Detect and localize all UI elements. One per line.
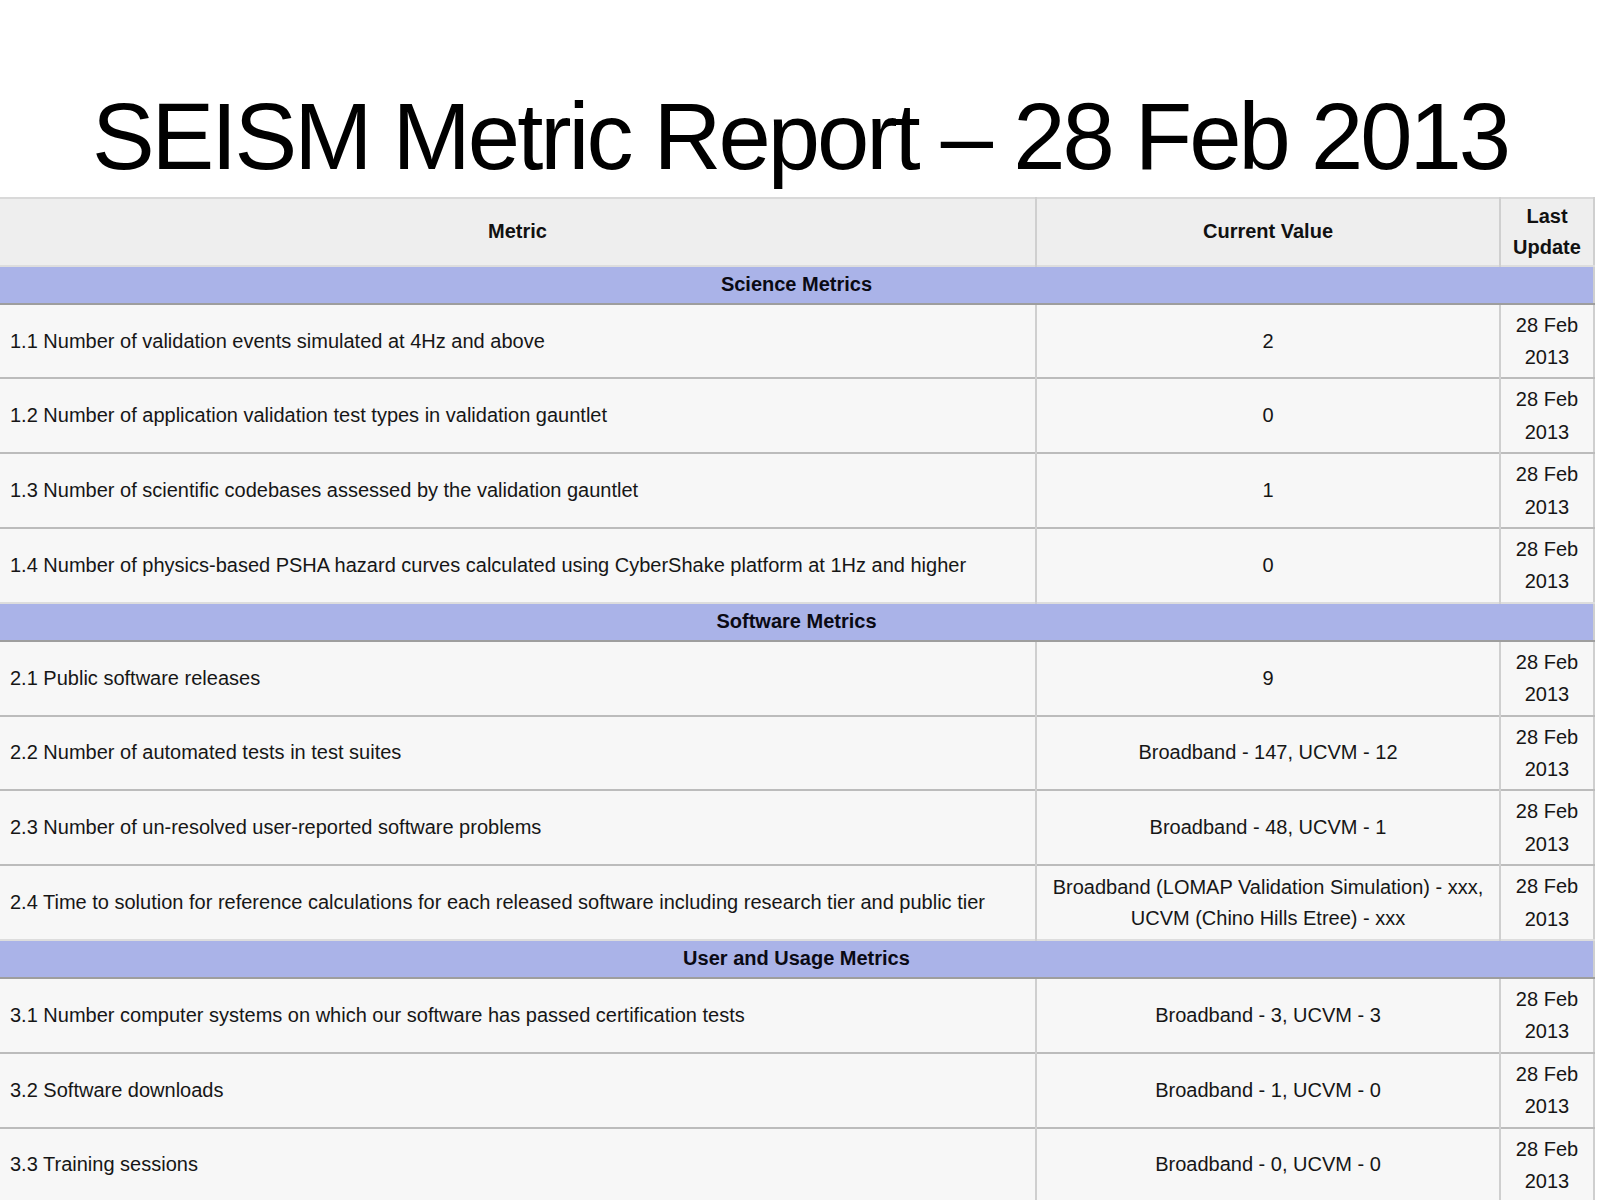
metric-text: 3.1 Number computer systems on which our…: [10, 1004, 745, 1026]
table-row: 1.3 Number of scientific codebases asses…: [0, 453, 1594, 528]
last-update-cell: 28 Feb 2013: [1500, 865, 1594, 940]
metric-text: 2.3 Number of un-resolved user-reported …: [10, 816, 541, 838]
section-header: User and Usage Metrics: [0, 940, 1594, 978]
current-value-cell: 0: [1036, 528, 1500, 603]
col-header-last-update: Last Update: [1500, 198, 1594, 266]
table-row: 1.1 Number of validation events simulate…: [0, 304, 1594, 379]
metric-cell: 1.4 Number of physics-based PSHA hazard …: [0, 528, 1036, 603]
metric-text: 1.2 Number of application validation tes…: [10, 404, 607, 426]
current-value-cell: Broadband - 147, UCVM - 12: [1036, 716, 1500, 791]
section-header-row: User and Usage Metrics: [0, 940, 1594, 978]
metric-text: 1.4 Number of physics-based PSHA hazard …: [10, 554, 966, 576]
current-value-cell: Broadband - 48, UCVM - 1: [1036, 790, 1500, 865]
section-header-row: Science Metrics: [0, 266, 1594, 304]
table-body: Science Metrics 1.1 Number of validation …: [0, 266, 1594, 1200]
metric-text: 2.4 Time to solution for reference calcu…: [10, 891, 985, 913]
table-row: 3.2 Software downloads Broadband - 1, UCV…: [0, 1053, 1594, 1128]
table-row: 1.4 Number of physics-based PSHA hazard …: [0, 528, 1594, 603]
col-header-metric: Metric: [0, 198, 1036, 266]
last-update-cell: 28 Feb 2013: [1500, 978, 1594, 1053]
metric-text: 3.2 Software downloads: [10, 1079, 223, 1101]
section-header: Software Metrics: [0, 603, 1594, 641]
metric-text: 1.1 Number of validation events simulate…: [10, 330, 545, 352]
current-value-cell: Broadband (LOMAP Validation Simulation) …: [1036, 865, 1500, 940]
metric-text: 3.3 Training sessions: [10, 1153, 198, 1175]
section-header: Science Metrics: [0, 266, 1594, 304]
metric-cell: 3.2 Software downloads: [0, 1053, 1036, 1128]
metric-cell: 1.1 Number of validation events simulate…: [0, 304, 1036, 379]
last-update-cell: 28 Feb 2013: [1500, 716, 1594, 791]
current-value-cell: Broadband - 3, UCVM - 3: [1036, 978, 1500, 1053]
current-value-cell: 9: [1036, 641, 1500, 716]
last-update-cell: 28 Feb 2013: [1500, 528, 1594, 603]
last-update-cell: 28 Feb 2013: [1500, 790, 1594, 865]
metrics-table: Metric Current Value Last Update Science…: [0, 197, 1595, 1200]
metric-cell: 2.2 Number of automated tests in test su…: [0, 716, 1036, 791]
last-update-cell: 28 Feb 2013: [1500, 1053, 1594, 1128]
col-header-current-value: Current Value: [1036, 198, 1500, 266]
last-update-cell: 28 Feb 2013: [1500, 304, 1594, 379]
last-update-cell: 28 Feb 2013: [1500, 641, 1594, 716]
current-value-cell: 1: [1036, 453, 1500, 528]
page-title: SEISM Metric Report – 28 Feb 2013: [0, 0, 1600, 197]
metric-cell: 1.2 Number of application validation tes…: [0, 378, 1036, 453]
table-row: 2.2 Number of automated tests in test su…: [0, 716, 1594, 791]
table-row: 1.2 Number of application validation tes…: [0, 378, 1594, 453]
last-update-cell: 28 Feb 2013: [1500, 453, 1594, 528]
metric-cell: 2.3 Number of un-resolved user-reported …: [0, 790, 1036, 865]
last-update-cell: 28 Feb 2013: [1500, 1128, 1594, 1200]
table-row: 3.3 Training sessions Broadband - 0, UCVM…: [0, 1128, 1594, 1200]
last-update-cell: 28 Feb 2013: [1500, 378, 1594, 453]
current-value-cell: Broadband - 1, UCVM - 0: [1036, 1053, 1500, 1128]
table-row: 2.4 Time to solution for reference calcu…: [0, 865, 1594, 940]
metric-cell: 1.3 Number of scientific codebases asses…: [0, 453, 1036, 528]
slide: SEISM Metric Report – 28 Feb 2013 Metric…: [0, 0, 1600, 1200]
current-value-cell: Broadband - 0, UCVM - 0: [1036, 1128, 1500, 1200]
section-header-row: Software Metrics: [0, 603, 1594, 641]
metric-text: 1.3 Number of scientific codebases asses…: [10, 479, 638, 501]
metric-cell: 2.1 Public software releases: [0, 641, 1036, 716]
metric-cell: 2.4 Time to solution for reference calcu…: [0, 865, 1036, 940]
table-row: 2.1 Public software releases 928 Feb 2013: [0, 641, 1594, 716]
metric-cell: 3.3 Training sessions: [0, 1128, 1036, 1200]
metric-text: 2.1 Public software releases: [10, 667, 260, 689]
current-value-cell: 0: [1036, 378, 1500, 453]
current-value-cell: 2: [1036, 304, 1500, 379]
table-row: 3.1 Number computer systems on which our…: [0, 978, 1594, 1053]
table-row: 2.3 Number of un-resolved user-reported …: [0, 790, 1594, 865]
metric-cell: 3.1 Number computer systems on which our…: [0, 978, 1036, 1053]
metric-text: 2.2 Number of automated tests in test su…: [10, 741, 401, 763]
table-header-row: Metric Current Value Last Update: [0, 198, 1594, 266]
